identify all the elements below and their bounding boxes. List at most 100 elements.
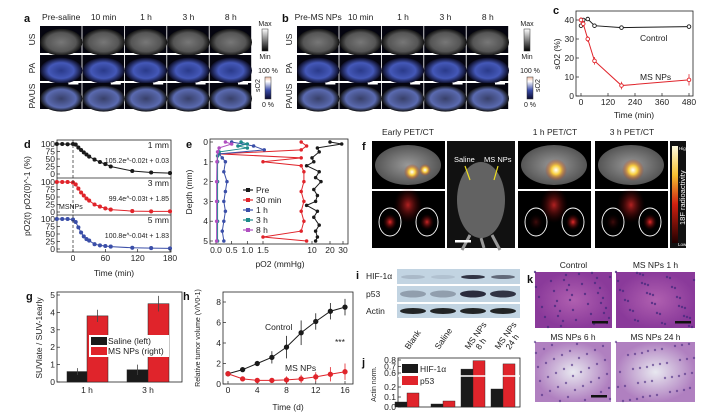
column-title: Pre-saline (42, 12, 81, 22)
nucleus (677, 304, 681, 308)
nucleus (692, 278, 696, 282)
band-actin (400, 308, 426, 314)
chart-d-1-mm-point (167, 171, 173, 176)
chart-j-y-tick-label: 0.2 (384, 382, 396, 392)
chart-d-5-mm-point (97, 243, 102, 248)
row-label: PA/US (27, 83, 37, 108)
chart-e-8-h-point (214, 199, 219, 204)
chart-d-5-mm-point (108, 244, 113, 249)
chart-j-y-tick-label: 0.6 (384, 368, 396, 378)
chart-j-bar (406, 392, 420, 408)
chart-e-legend-marker (246, 198, 250, 202)
band-hif (401, 275, 425, 279)
image-tile-us (40, 28, 83, 56)
panel-b-image-grid: Pre-MS NPs 10 min 1 h 3 h 8 h US PA PA/US (284, 12, 509, 112)
scale-bar (592, 321, 608, 324)
nucleus (595, 362, 599, 366)
nucleus (555, 299, 559, 303)
nucleus (643, 380, 647, 384)
chart-e-y-tick-label: 2 (203, 177, 208, 187)
panel-label-c: c (553, 5, 559, 17)
chart-h-control-point (283, 344, 290, 350)
nucleus (683, 372, 687, 376)
tumor-roi-circle (378, 207, 402, 237)
nucleus (607, 316, 611, 320)
nucleus (660, 321, 664, 325)
nucleus (673, 286, 677, 290)
mouse-body (457, 162, 505, 238)
nucleus (601, 296, 605, 300)
nucleus (663, 376, 667, 380)
chart-c-y-tick-label: 20 (565, 53, 575, 63)
nucleus (581, 384, 585, 388)
chart-d-y-tick-label: 100 (41, 139, 55, 149)
chart-e-x-tick-label: 10 (307, 245, 317, 255)
nucleus (640, 281, 644, 285)
pet-title-1h: 1 h PET/CT (533, 127, 577, 137)
nucleus (638, 366, 642, 370)
image-tile-pa (466, 57, 509, 84)
tumor-roi-circle (561, 207, 585, 237)
chart-h-x-tick-label: 16 (340, 385, 350, 395)
nucleus (536, 365, 540, 369)
nucleus (599, 390, 603, 394)
chart-g-legend-label: Saline (left) (108, 336, 151, 346)
chart-d-3-mm-point (97, 204, 102, 209)
column-title: 1 h (397, 12, 409, 22)
nucleus (643, 282, 647, 286)
chart-d-y-tick-label: 50 (46, 154, 56, 164)
chart-e-30-min-point (299, 148, 303, 152)
chart-d-3-mm-point (149, 209, 154, 214)
nucleus (665, 361, 669, 365)
chart-d-5-mm-point (65, 216, 70, 222)
chart-h-y-tick-label: 4 (216, 338, 221, 348)
chart-d-x-tick-label: 60 (101, 253, 111, 263)
nucleus (626, 353, 630, 357)
nucleus (614, 270, 618, 274)
arrow-label-msnps: MS NPs (484, 155, 512, 164)
so2-bar-max: 100 % (258, 68, 278, 75)
image-tile-pa-us (297, 85, 340, 112)
nucleus (673, 344, 677, 348)
gray-bar-min: Min (259, 54, 270, 61)
nucleus (680, 343, 684, 347)
nucleus (631, 367, 635, 371)
chart-d-5-mm-point (130, 245, 135, 250)
panel-label-j: j (361, 357, 365, 369)
panel-label-a: a (24, 13, 31, 25)
nucleus (583, 398, 587, 402)
chart-d-3-mm-point (79, 190, 84, 195)
nucleus (544, 361, 548, 365)
chart-d-1-mm-point (73, 142, 78, 147)
pet-colorbar (672, 146, 678, 243)
histology-image (535, 272, 612, 328)
chart-d-frame (56, 139, 172, 253)
chart-d-5-mm-point (149, 246, 154, 251)
nucleus (636, 381, 640, 385)
chart-e-Pre-point (312, 160, 316, 164)
nucleus (670, 375, 674, 379)
band-hif (461, 275, 485, 279)
panel-f-pet-images: Early PET/CT 1 h PET/CT 3 h PET/CT Salin… (372, 127, 689, 251)
nucleus (562, 278, 566, 282)
chart-e-Pre-point (315, 193, 320, 198)
nucleus (616, 385, 620, 389)
row-label: PA (284, 62, 294, 73)
chart-d-fit-equation: 100.8e^-0.04t + 1.83 (105, 233, 169, 240)
chart-e-30-min-point (261, 235, 265, 239)
chart-e-30-min-point (299, 140, 303, 144)
nucleus (589, 380, 593, 384)
chart-h-control-point (298, 330, 304, 336)
scale-bar (675, 321, 691, 324)
nucleus (568, 349, 572, 353)
chart-e-y-tick-label: 4 (203, 216, 208, 226)
chart-d-fit-equation: 99.4e^-0.03t + 1.85 (109, 196, 169, 203)
chart-e-legend-label: 3 h (256, 215, 268, 225)
nucleus (608, 275, 612, 279)
chart-g-legend-label: MS NPs (right) (108, 346, 164, 356)
chart-e-y-tick-label: 3 (203, 196, 208, 206)
histology-title: MS NPs 24 h (630, 332, 680, 342)
image-tile-pa (209, 57, 252, 84)
lane-label: MS NPs8 h (462, 320, 495, 356)
nucleus (534, 285, 538, 289)
